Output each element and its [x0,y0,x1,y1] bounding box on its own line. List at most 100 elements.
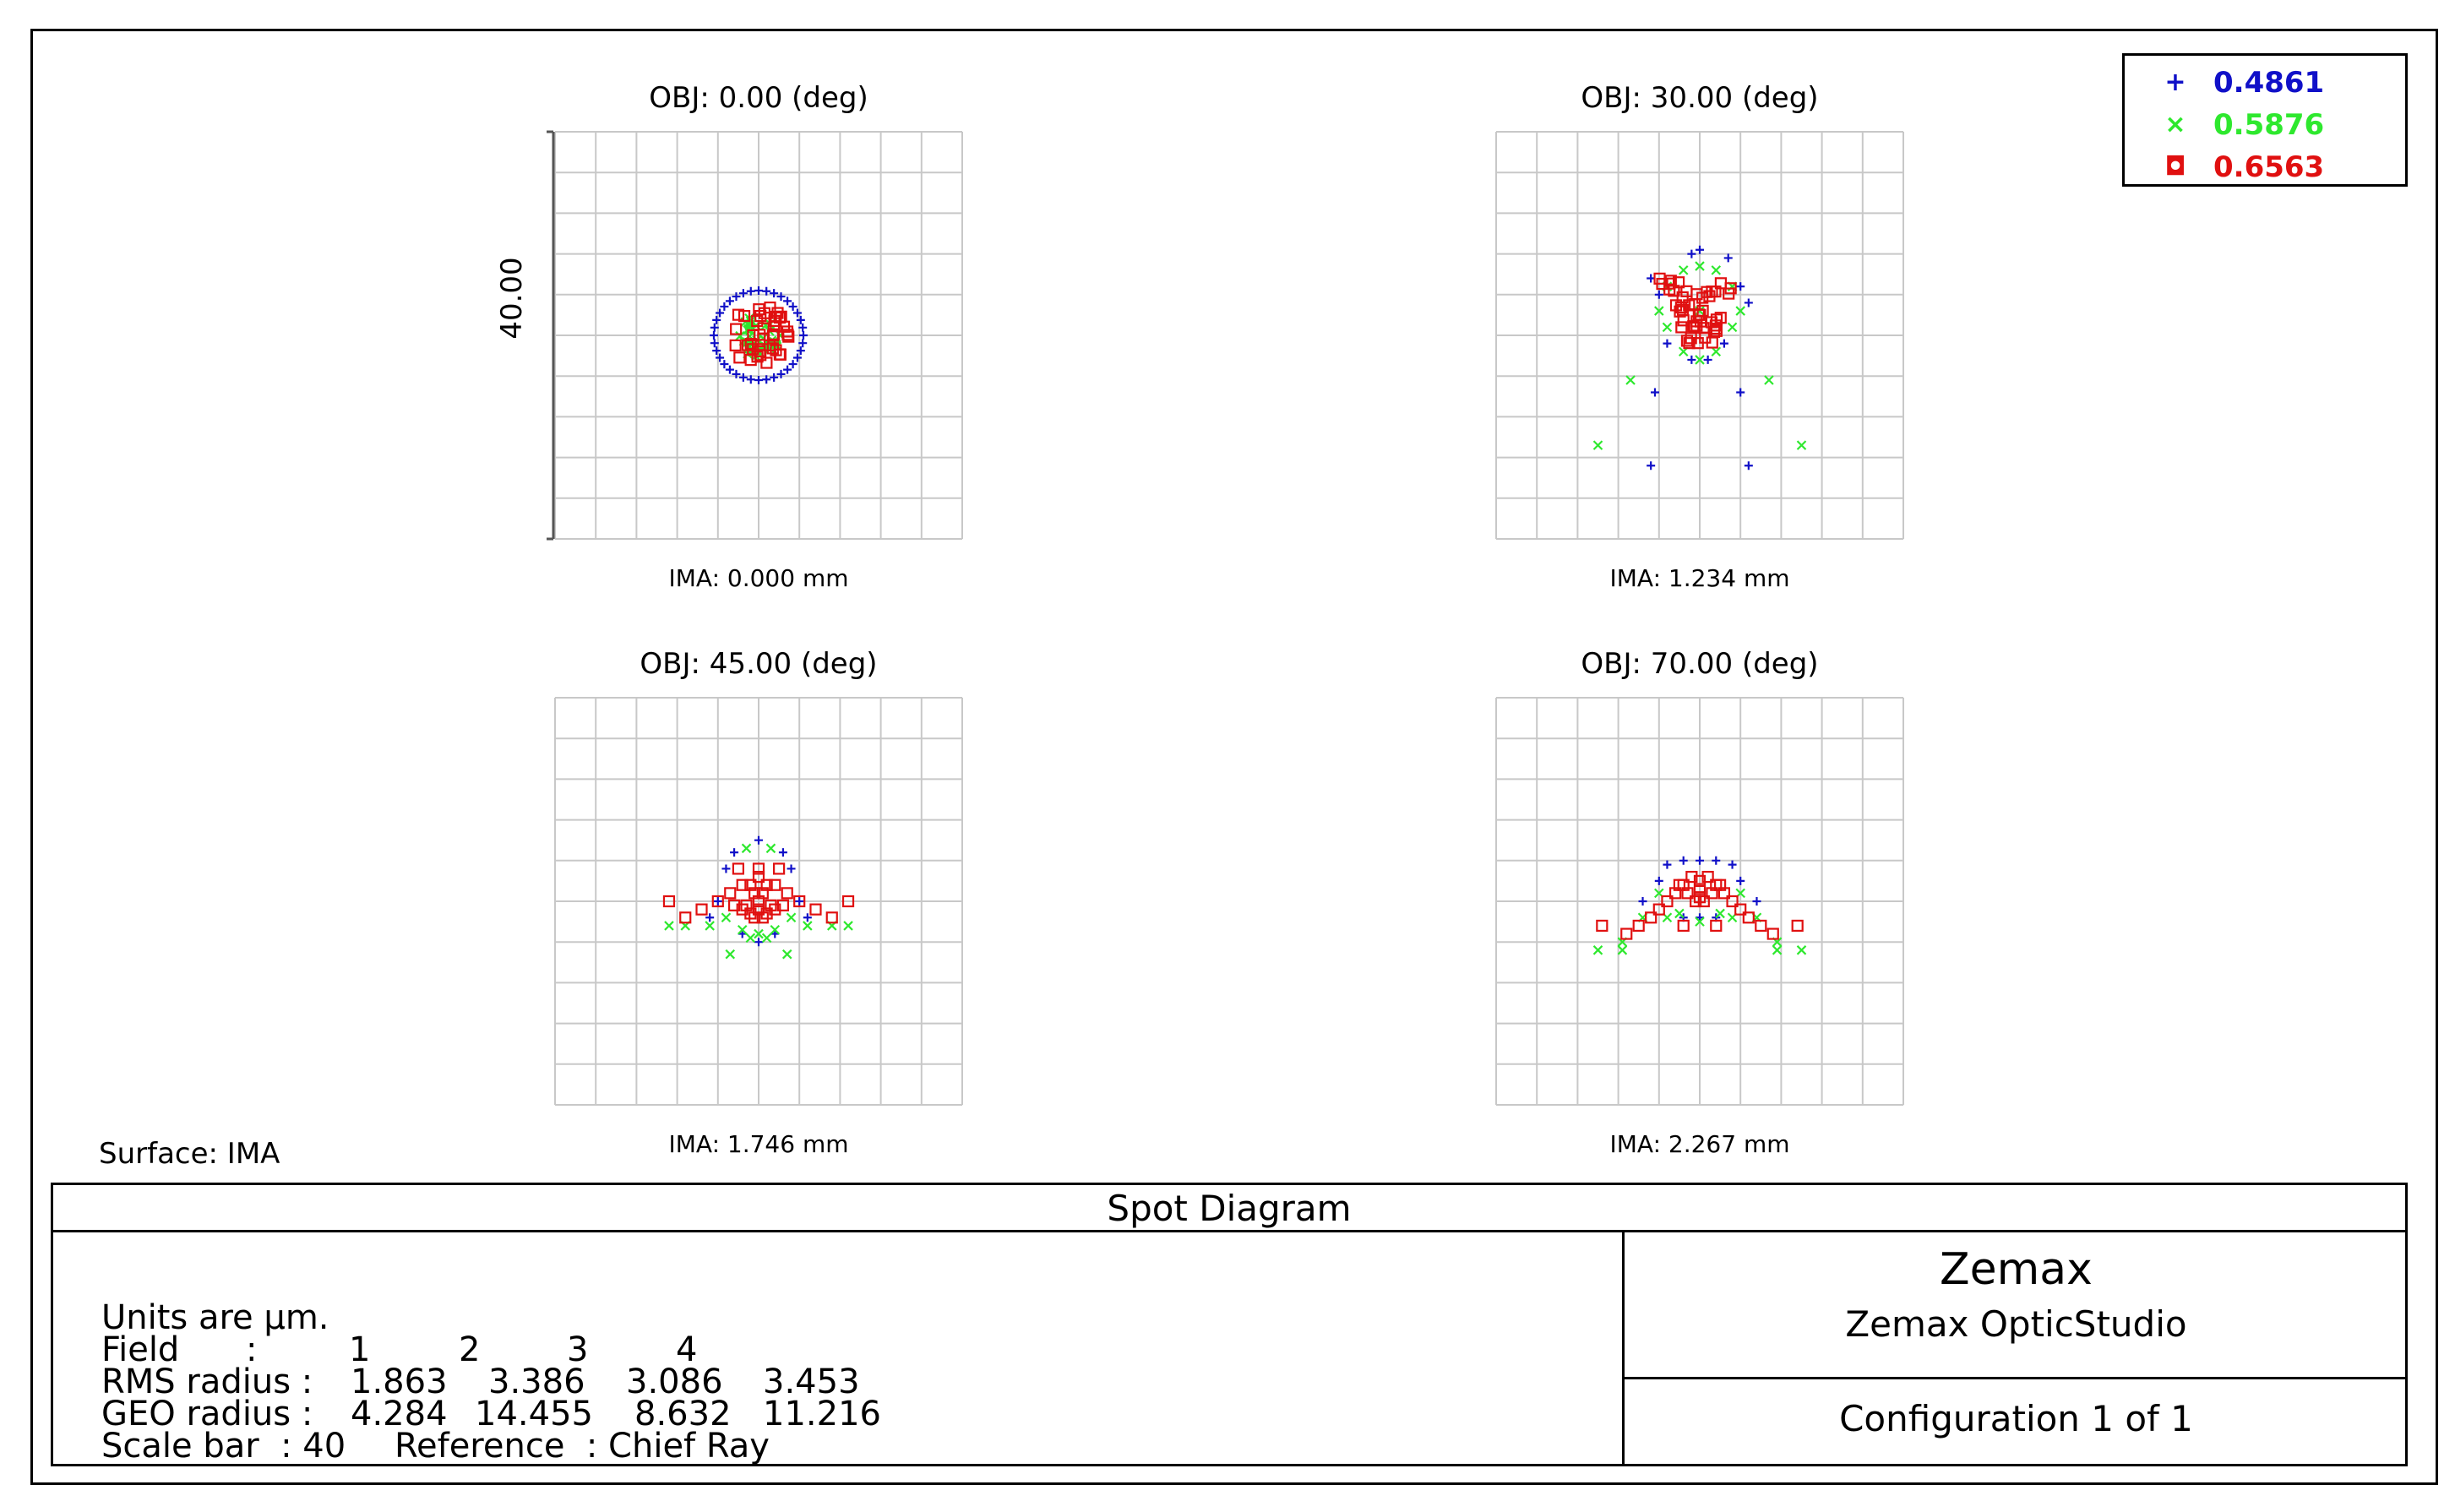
spot-square [769,878,781,891]
scale-bar: 40.00 [495,130,555,541]
spot-plus [730,848,739,857]
legend-square-icon: ◘ [2164,152,2186,182]
spot-cross [781,949,792,960]
rms-value-3: 3.086 [626,1362,723,1401]
spot-plus [799,331,808,340]
spot-plus [1696,245,1704,254]
spot-cross [1592,440,1603,450]
spot-cross [737,924,748,935]
configuration-label: Configuration 1 of 1 [1839,1398,2193,1439]
spot-square [730,323,743,335]
spot-cross [786,912,797,923]
spot-plus [1728,860,1737,869]
spot-square [732,862,745,875]
geo-value-2: 14.455 [475,1395,593,1433]
spot-plus [1687,355,1696,364]
spot-square [753,303,765,316]
spot-plus [1723,253,1733,263]
spot-cross [745,933,756,944]
spot-square [752,895,765,908]
spot-square [1713,878,1727,891]
product-name: Zemax OpticStudio [1845,1303,2187,1345]
spot-plus [709,331,718,340]
spot-square [1668,887,1682,900]
spot-cross [1772,945,1783,955]
spot-square [754,349,767,362]
spot-square [781,887,793,900]
spot-square [760,356,773,369]
spot-plus [1663,339,1672,348]
spot-square [776,899,790,911]
panel-obj-title: OBJ: 45.00 (deg) [640,647,878,681]
spot-plus [783,365,792,374]
spot-square [752,903,765,916]
rms-value-1: 1.863 [351,1362,448,1401]
spot-square [825,911,838,924]
spot-plus [710,339,719,348]
spot-plus [776,369,786,378]
spot-plus [1703,355,1712,364]
spot-square [754,310,767,323]
spot-plus [762,286,771,296]
spot-square [1706,887,1718,900]
spot-plus [754,835,763,845]
panel-ima-label: IMA: 1.746 mm [668,1130,849,1158]
spot-plus [712,346,721,356]
spot-square [1653,272,1666,285]
scale-bar-label: 40.00 [495,257,529,339]
spot-plus [762,375,771,384]
spot-cross [1711,265,1722,275]
legend-label: 0.4861 [2213,66,2325,100]
spot-plus [1663,860,1672,869]
spot-square [1691,337,1704,350]
geo-label: GEO radius : [101,1395,313,1433]
spot-plus [725,296,734,306]
spot-square [1663,283,1676,296]
spot-plus [783,296,792,306]
spot-plus [788,360,797,369]
panel-ima-label: IMA: 0.000 mm [668,564,849,592]
spot-square [1710,324,1723,337]
spot-square [662,895,676,908]
spot-square [1661,895,1674,908]
spot-plus [746,375,755,384]
spot-square [1791,919,1804,933]
spot-plus [770,373,779,382]
spot-panel-1 [554,131,963,540]
spot-square [1645,911,1658,924]
spot-plus [1687,249,1696,258]
spot-plus [712,315,721,324]
spot-square [748,887,761,900]
spot-cross [770,924,781,935]
spot-square [1693,883,1707,895]
spot-plus [705,913,715,922]
spot-plus [754,376,763,385]
spot-square [793,895,806,908]
spot-plus [792,353,802,362]
spot-square [1596,919,1609,933]
spot-cross [725,949,736,960]
spot-plus [776,292,786,302]
legend-plus-icon: + [2164,68,2186,97]
spot-cross [1695,355,1705,365]
spot-square [1717,887,1731,900]
spot-plus [792,308,802,318]
spot-plus [721,864,731,873]
spot-plus [1654,876,1663,885]
spot-cross [1695,916,1705,927]
spot-square [752,862,765,875]
spot-square [1726,895,1739,908]
spot-square [1683,299,1696,312]
spot-square [1632,919,1645,933]
spot-square [1683,337,1696,350]
spot-plus [1654,290,1663,299]
spot-plus [716,353,725,362]
company-name: Zemax [1940,1244,2093,1295]
spot-plus [746,286,755,296]
spot-plus [795,897,804,906]
spot-plus [796,346,805,356]
spot-square [756,911,769,924]
spot-square [1692,308,1705,321]
spot-plus [710,323,719,332]
